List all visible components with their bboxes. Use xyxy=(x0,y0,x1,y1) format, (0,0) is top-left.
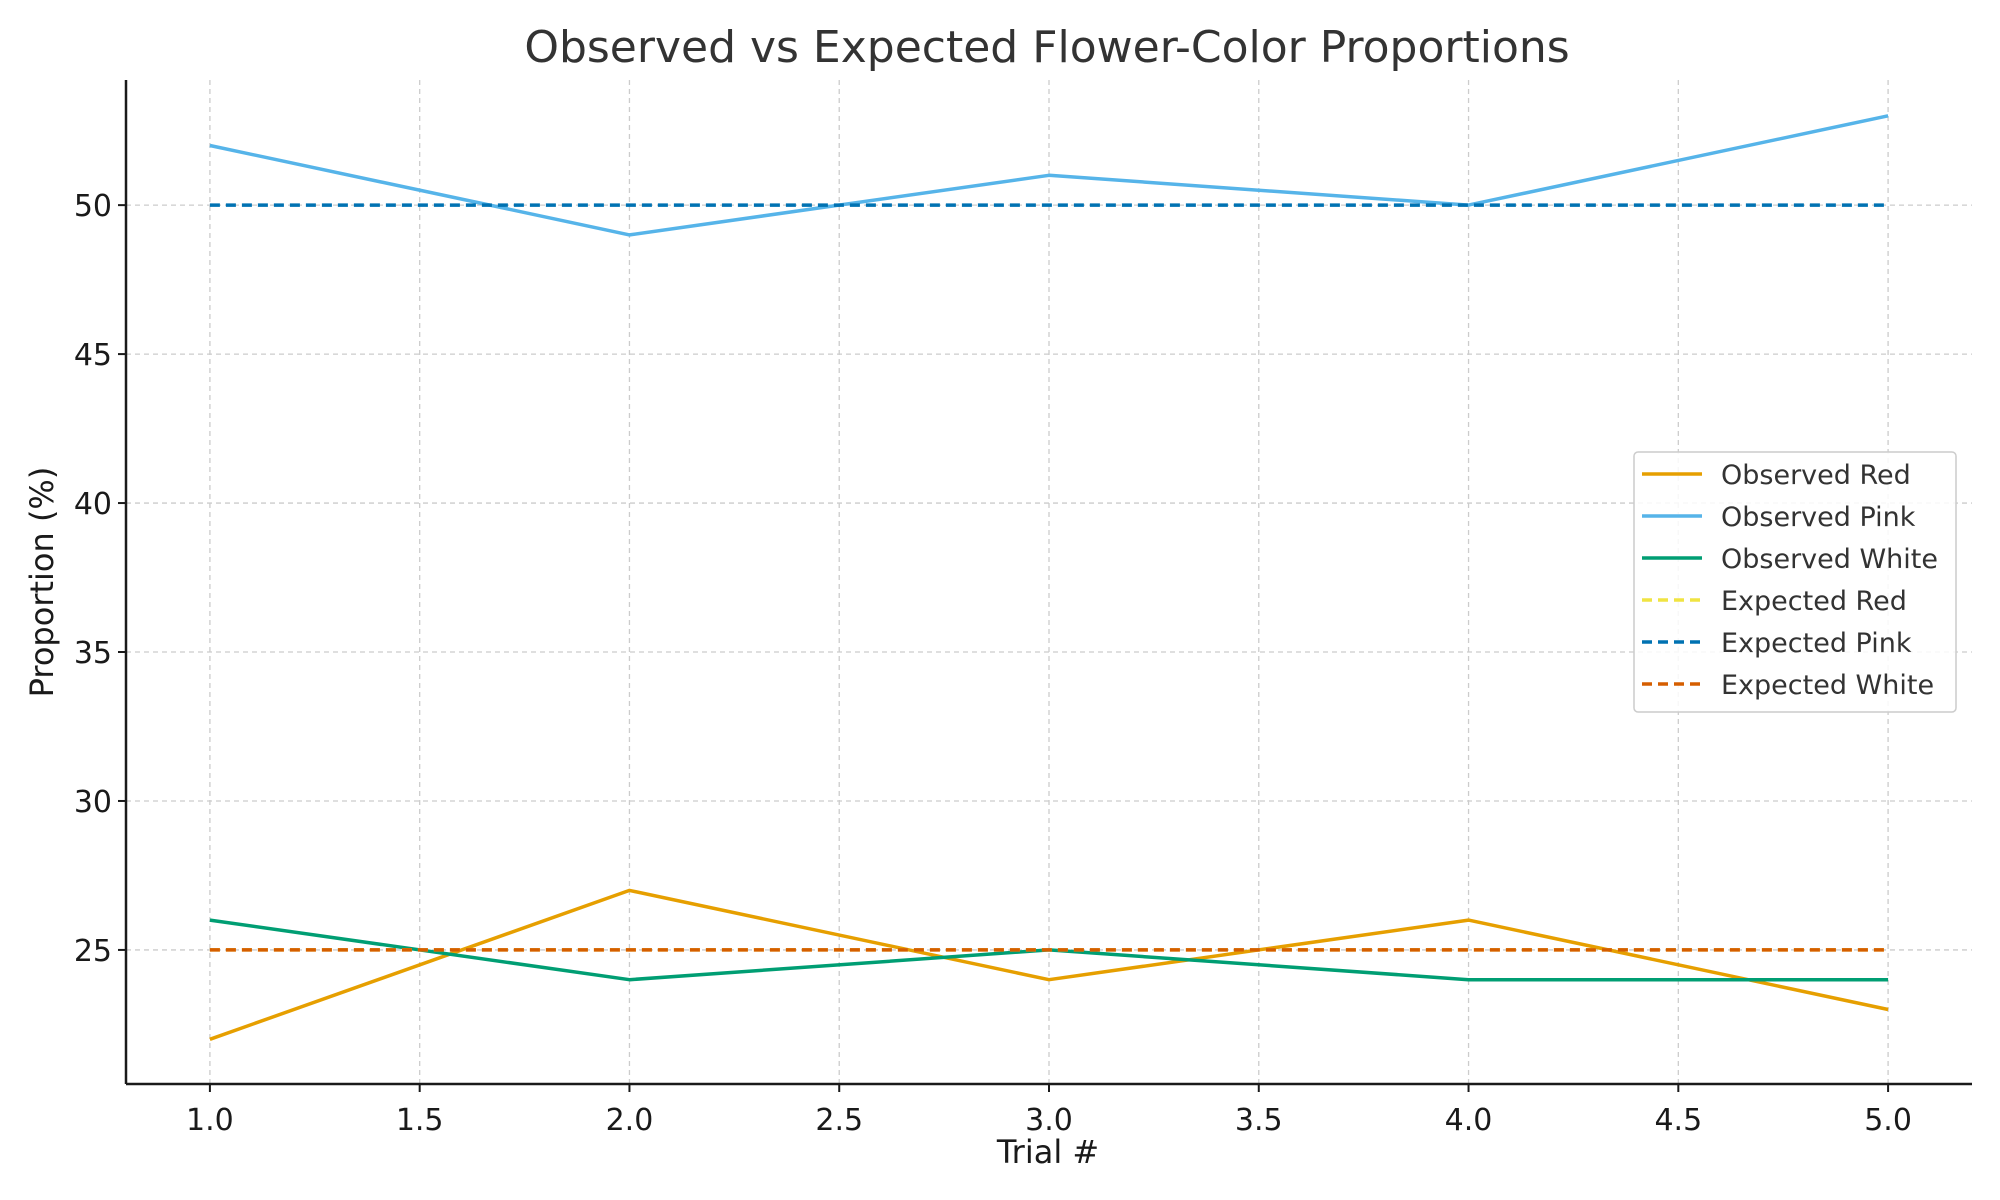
y-tick-label: 40 xyxy=(74,487,112,522)
x-tick-label: 1.5 xyxy=(396,1103,444,1138)
x-tick-label: 4.0 xyxy=(1445,1103,1493,1138)
legend-label-expected-red: Expected Red xyxy=(1721,586,1907,617)
chart-title: Observed vs Expected Flower-Color Propor… xyxy=(524,22,1569,73)
x-tick-label: 2.0 xyxy=(606,1103,654,1138)
legend-box xyxy=(1633,451,1957,713)
x-tick-label: 1.0 xyxy=(186,1103,234,1138)
y-tick-label: 45 xyxy=(74,338,112,373)
legend-label-observed-red: Observed Red xyxy=(1721,460,1911,491)
x-tick-label: 2.5 xyxy=(815,1103,863,1138)
ticks: 1.0 1.5 2.0 2.5 3.0 3.5 4.0 4.5 5.0 25 30 35 40 45 50 xyxy=(74,189,1912,1138)
series-group xyxy=(209,114,1889,1041)
x-tick-label: 5.0 xyxy=(1864,1103,1912,1138)
legend-label-expected-pink: Expected Pink xyxy=(1721,628,1912,659)
x-tick-label: 3.5 xyxy=(1235,1103,1283,1138)
y-axis-label: Proportion (%) xyxy=(23,467,61,698)
y-tick-label: 50 xyxy=(74,189,112,224)
y-tick-label: 35 xyxy=(74,636,112,671)
legend: Observed Red Observed Pink Observed White E… xyxy=(1633,451,1957,713)
legend-label-expected-white: Expected White xyxy=(1721,670,1934,701)
y-tick-label: 25 xyxy=(74,934,112,969)
x-tick-label: 4.5 xyxy=(1654,1103,1702,1138)
y-tick-label: 30 xyxy=(74,785,112,820)
legend-label-observed-pink: Observed Pink xyxy=(1721,502,1916,533)
legend-label-observed-white: Observed White xyxy=(1721,544,1938,575)
x-axis-label: Trial # xyxy=(996,1133,1099,1171)
x-tick-label: 3.0 xyxy=(1025,1103,1073,1138)
